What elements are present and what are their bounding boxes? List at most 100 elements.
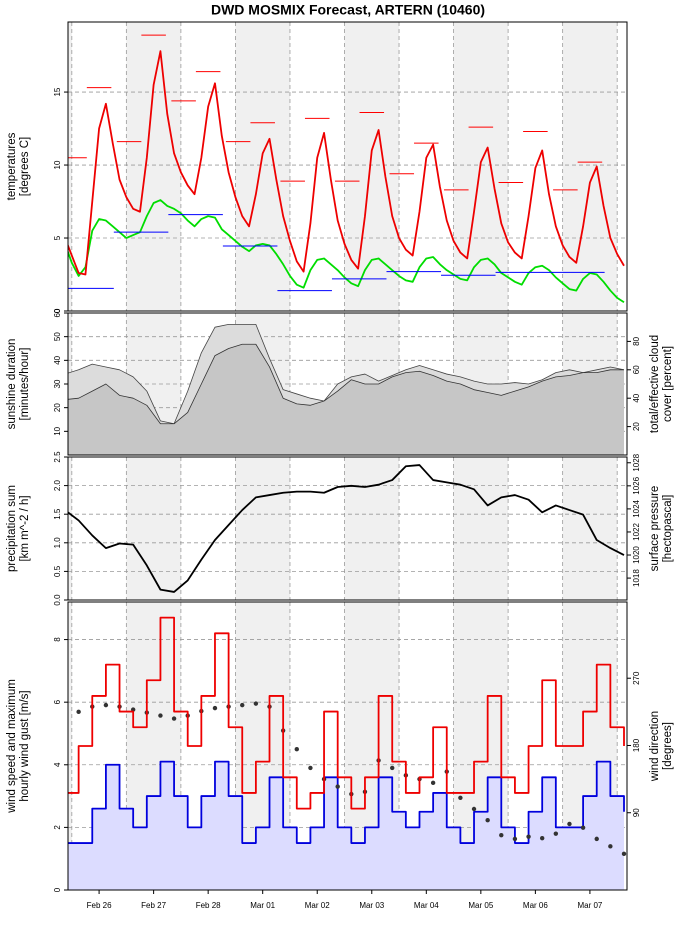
y2-axis-title: wind direction [649,711,661,782]
y-tick-label: 8 [53,637,62,642]
day-shade [344,22,400,311]
direction-point [471,806,477,812]
y-tick-label: 0 [53,887,62,892]
direction-point [458,795,463,800]
direction-point [240,702,245,708]
panel-frame [67,21,628,312]
y-tick-label: 2.0 [53,479,62,491]
y2-tick-label: 1018 [632,569,641,587]
x-tick-label: Mar 03 [359,901,384,910]
direction-point [580,825,586,830]
direction-point [539,835,545,841]
y-axis-title: [km m^-2 / h] [19,495,31,561]
direction-point [485,818,490,823]
y2-axis-title: total/effective cloud [649,335,661,433]
direction-point [553,831,559,836]
y2-tick-label: 1024 [632,499,641,517]
x-tick-label: Mar 02 [305,901,330,910]
panel [63,602,627,890]
y-tick-label: 0.5 [53,565,62,577]
direction-point [63,718,67,722]
series-line [68,616,625,810]
y-tick-label: 40 [53,355,62,364]
day-shade [344,457,400,600]
y2-tick-label: 90 [632,808,641,817]
panel [68,457,627,600]
direction-point [621,851,627,857]
y2-axis-title: [hectopascal] [662,495,674,563]
y-axis-title: sunshine duration [6,339,18,430]
x-tick-label: Feb 26 [87,901,112,910]
x-tick-label: Mar 05 [468,901,493,910]
y2-axis-title: surface pressure [649,486,661,572]
y2-tick-label: 40 [632,393,641,402]
x-tick-label: Mar 06 [523,901,548,910]
panel [68,22,627,311]
y-tick-label: 2.5 [53,451,62,463]
panel-frame [67,601,628,891]
y-tick-label: 1.5 [53,508,62,520]
y2-tick-label: 180 [632,738,641,752]
y-tick-label: 60 [53,308,62,317]
x-tick-label: Feb 27 [141,901,166,910]
y-axis-title: hourly wind gust [m/s] [19,690,31,801]
day-shade [68,602,72,890]
y2-tick-label: 20 [632,422,641,431]
y-tick-label: 30 [53,379,62,388]
day-shade [235,457,290,600]
direction-point [212,705,218,711]
y-tick-label: 20 [53,403,62,412]
x-tick-label: Feb 28 [196,901,221,910]
direction-point [608,844,613,849]
y-tick-label: 4 [53,762,62,767]
direction-point [430,780,436,786]
y2-axis-title: cover [percent] [662,346,674,422]
area [68,344,624,455]
direction-point [335,784,340,789]
direction-point [567,821,572,827]
y2-tick-label: 1022 [632,523,641,541]
y-tick-label: 0 [53,308,62,313]
y2-tick-label: 1020 [632,546,641,564]
direction-point [390,765,395,771]
y-tick-label: 0.0 [53,594,62,606]
direction-point [253,701,259,706]
x-tick-label: Mar 07 [577,901,602,910]
y-tick-label: 2 [53,825,62,830]
direction-point [526,834,531,839]
direction-point [103,702,109,708]
panel-frame [67,312,628,456]
y2-tick-label: 1026 [632,476,641,494]
y2-tick-label: 80 [632,336,641,345]
x-tick-label: Mar 04 [414,901,439,910]
day-shade [453,457,509,600]
direction-point [294,747,299,752]
series-line [68,323,625,425]
y-tick-label: 5 [53,235,62,240]
series-line [68,50,625,276]
series-line [68,760,625,844]
series-line [68,464,625,593]
direction-point [594,836,599,842]
series-line [68,343,624,425]
y-tick-label: 1.0 [53,537,62,549]
y-tick-label: 15 [53,87,62,96]
y2-axis-title: [degrees] [662,722,674,770]
direction-point [158,713,163,718]
y2-tick-label: 1028 [632,453,641,471]
y-axis-title: wind speed and maximum [6,679,18,814]
y-tick-label: 50 [53,332,62,341]
direction-point [512,836,518,842]
chart-title: DWD MOSMIX Forecast, ARTERN (10460) [211,2,485,18]
y-tick-label: 6 [53,699,62,704]
area [68,761,624,890]
day-shade [126,22,181,311]
series-line [68,199,625,303]
direction-point [76,709,81,715]
y-axis-title: precipitation sum [6,485,18,572]
x-tick-label: Mar 01 [250,901,275,910]
direction-point [308,765,313,771]
y-axis-title: temperatures [6,132,18,200]
y-tick-label: 10 [53,426,62,435]
